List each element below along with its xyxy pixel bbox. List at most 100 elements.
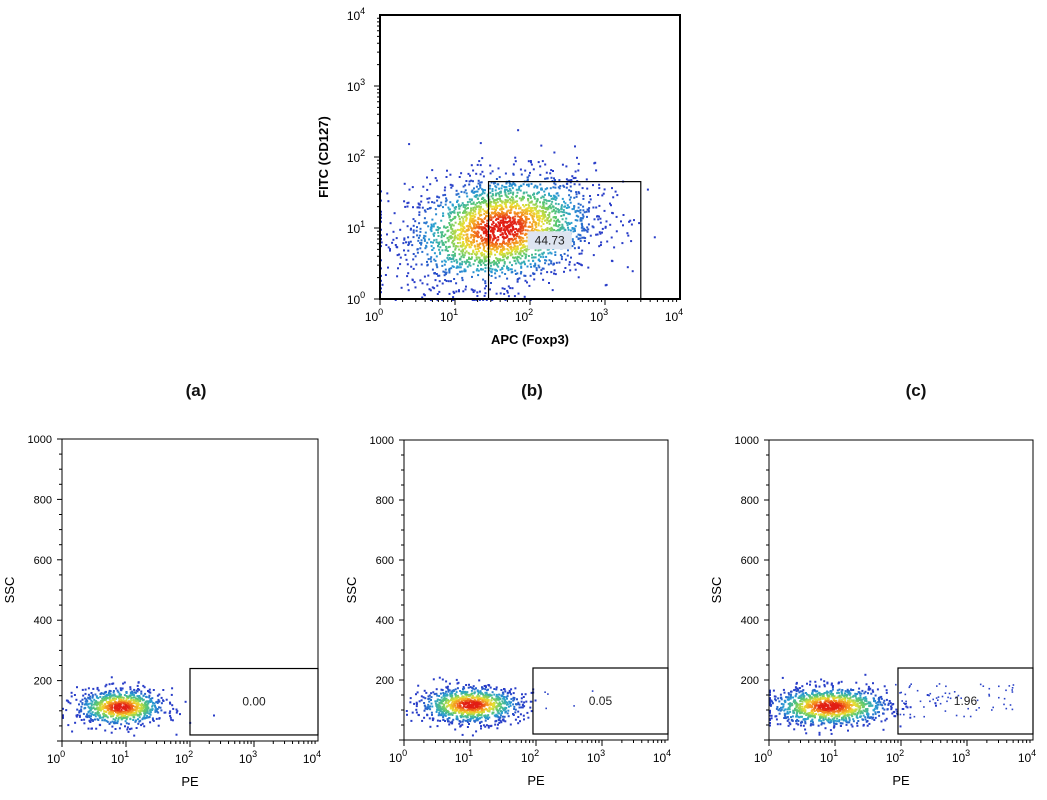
event-dot — [525, 204, 527, 206]
event-dot — [122, 701, 125, 704]
event-dot — [482, 724, 485, 727]
event-dot — [490, 699, 493, 702]
gate-rectangle[interactable] — [532, 667, 669, 735]
event-dot — [478, 691, 480, 694]
event-dot — [508, 251, 511, 254]
event-dot — [436, 226, 439, 229]
event-dot — [512, 699, 515, 702]
event-dot — [583, 211, 586, 214]
event-dot — [465, 211, 468, 214]
event-dot — [105, 700, 108, 703]
event-dot — [601, 194, 604, 197]
event-dot — [433, 693, 436, 696]
event-dot — [450, 706, 452, 709]
event-dot — [475, 254, 478, 256]
event-dot — [504, 229, 507, 232]
event-dot — [415, 263, 418, 266]
event-dot — [492, 200, 495, 203]
event-dot — [111, 712, 114, 715]
event-dot — [509, 199, 512, 202]
event-dot — [464, 270, 467, 273]
event-dot — [783, 709, 786, 712]
event-dot — [156, 700, 159, 703]
event-dot — [462, 695, 465, 698]
event-dot — [403, 249, 405, 252]
event-dot — [544, 198, 547, 201]
event-dot — [141, 707, 144, 710]
event-dot — [546, 227, 549, 229]
event-dot — [468, 211, 471, 214]
event-dot — [96, 701, 99, 704]
event-dot — [424, 231, 427, 234]
event-dot — [524, 279, 527, 282]
event-dot — [524, 169, 527, 172]
event-dot — [111, 702, 114, 705]
event-dot — [140, 697, 143, 700]
event-dot — [476, 234, 479, 237]
event-dot — [595, 233, 598, 236]
event-dot — [107, 691, 110, 694]
event-dot — [449, 211, 452, 214]
event-dot — [447, 240, 450, 243]
event-dot — [491, 261, 494, 264]
event-dot — [91, 694, 94, 697]
event-dot — [448, 267, 451, 270]
gate-rectangle[interactable] — [189, 667, 319, 736]
event-dot — [578, 192, 581, 195]
event-dot — [464, 251, 467, 254]
event-dot — [573, 196, 576, 199]
event-dot — [135, 712, 138, 715]
event-dot — [494, 210, 496, 213]
gate-rectangle[interactable] — [487, 181, 642, 300]
event-dot — [101, 699, 104, 702]
event-dot — [483, 217, 486, 220]
event-dot — [537, 264, 540, 267]
event-dot — [504, 708, 507, 711]
event-dot — [75, 715, 78, 718]
event-dot — [554, 222, 557, 225]
event-dot — [581, 249, 584, 252]
y-tick-label: 100 — [347, 290, 365, 307]
event-dot — [798, 687, 801, 689]
event-dot — [430, 692, 433, 695]
event-dot — [586, 187, 589, 190]
event-dot — [88, 714, 91, 717]
event-dot — [474, 203, 477, 206]
event-dot — [145, 716, 148, 719]
event-dot — [489, 164, 492, 167]
event-dot — [476, 705, 478, 707]
event-dot — [449, 201, 452, 204]
event-dot — [144, 703, 147, 706]
event-dot — [442, 214, 445, 217]
event-dot — [580, 252, 583, 255]
event-dot — [477, 182, 480, 185]
event-dot — [457, 192, 460, 195]
event-dot — [439, 251, 441, 254]
event-dot — [111, 694, 114, 697]
event-dot — [481, 704, 484, 707]
event-dot — [489, 230, 492, 233]
event-dot — [532, 168, 535, 171]
event-dot — [497, 711, 500, 714]
event-dot — [429, 257, 432, 260]
event-dot — [472, 291, 475, 293]
event-dot — [503, 190, 506, 193]
event-dot — [845, 695, 848, 698]
event-dot — [530, 214, 533, 217]
event-dot — [495, 708, 498, 711]
event-dot — [521, 255, 524, 257]
event-dot — [451, 714, 454, 716]
event-dot — [92, 687, 95, 690]
event-dot — [517, 716, 520, 718]
event-dot — [483, 704, 486, 707]
event-dot — [423, 275, 426, 278]
event-dot — [175, 733, 178, 736]
event-dot — [503, 253, 506, 255]
event-dot — [464, 184, 467, 187]
event-dot — [534, 699, 537, 702]
event-dot — [523, 240, 526, 243]
event-dot — [520, 266, 523, 269]
event-dot — [118, 695, 121, 698]
event-dot — [473, 222, 476, 225]
event-dot — [447, 246, 450, 249]
